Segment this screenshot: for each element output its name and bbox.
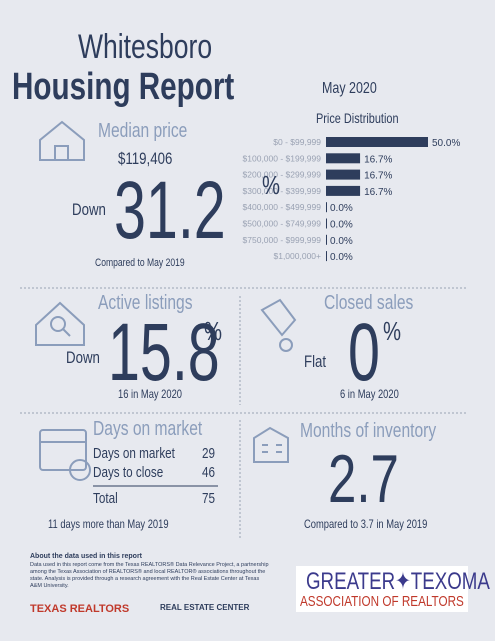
heading: Closed sales [324,292,414,314]
period: May 2020 [322,80,377,97]
direction: Down [66,348,100,367]
category-label: $0 - $99,999 [273,137,321,147]
median-value: $119,406 [118,149,173,168]
category-label: $750,000 - $999,999 [243,235,322,245]
note: Compared to 3.7 in May 2019 [304,517,428,531]
row-label: Days to close [93,464,164,481]
association-name: GREATER✦TEXOMA [306,568,490,595]
bar [326,185,361,196]
heading: Months of inventory [300,420,437,442]
value-label: 0.0% [330,236,353,247]
bar [326,153,361,164]
bar [326,251,327,262]
unit: % [383,316,402,346]
bar [326,169,361,180]
heading: Median price [98,120,188,142]
row-value: 29 [202,445,216,462]
bar [326,218,327,229]
heading: Days on market [93,418,203,440]
icons [35,120,297,481]
row-label: Total [93,490,118,507]
bar [326,234,327,245]
association-subtitle: ASSOCIATION OF REALTORS [300,593,464,610]
note: 11 days more than May 2019 [48,517,169,531]
association-logo-box [296,566,468,612]
bar [326,202,327,213]
title: Housing Report [12,66,235,108]
heading: Active listings [98,292,193,314]
note: 16 in May 2020 [118,387,183,401]
row-value: 46 [202,464,216,481]
dividers [20,287,468,540]
about-title: About the data used in this report [30,553,143,560]
unit: % [204,316,223,346]
about-text: Data used in this report come from the T… [30,562,269,589]
value-label: 0.0% [330,220,353,231]
value-label: 16.7% [364,154,392,165]
logo: TEXAS REALTORS [30,603,130,615]
direction: Down [72,200,106,219]
inventory-value: 2.7 [328,441,399,517]
row-value: 75 [202,490,216,507]
bar [326,137,428,147]
change: 15.8 [108,307,220,398]
category-label: $300,000 - $399,999 [243,186,322,196]
unit: % [262,170,281,200]
category-label: $1,000,000+ [273,251,321,261]
value-label: 50.0% [432,138,460,149]
category-label: $200,000 - $299,999 [243,170,322,180]
category-label: $100,000 - $199,999 [243,153,322,163]
category-label: $500,000 - $749,999 [243,219,322,229]
value-label: 16.7% [364,187,392,198]
logo: REAL ESTATE CENTER [160,603,250,612]
city: Whitesboro [78,28,213,66]
value-label: 16.7% [364,171,392,182]
category-label: $400,000 - $499,999 [243,202,322,212]
change: 31.2 [114,165,226,256]
note: 6 in May 2020 [340,387,399,401]
chart-title: Price Distribution [316,110,399,126]
change: 0 [348,307,380,398]
direction: Flat [304,352,327,371]
value-label: 0.0% [330,203,353,214]
comparison: Compared to May 2019 [95,257,185,269]
row-label: Days on market [93,445,175,462]
value-label: 0.0% [330,252,353,263]
